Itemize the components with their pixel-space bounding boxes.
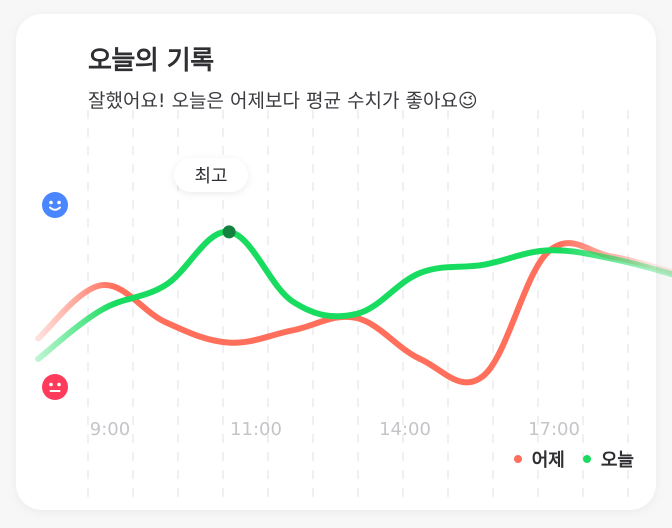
daily-record-card: 오늘의 기록 잘했어요! 오늘은 어제보다 평균 수치가 좋아요😉: [16, 14, 656, 510]
neutral-face-icon: [42, 374, 68, 400]
card-subtitle: 잘했어요! 오늘은 어제보다 평균 수치가 좋아요😉: [88, 90, 478, 112]
peak-point-marker[interactable]: [222, 225, 236, 239]
legend-label-today: 오늘: [600, 450, 634, 471]
chart-legend: 어제 오늘: [513, 446, 634, 472]
series-line-today: [35, 228, 672, 362]
legend-dot-today: [582, 455, 591, 463]
x-tick-label: 11:00: [230, 419, 282, 440]
legend-item-yesterday[interactable]: 어제: [513, 446, 565, 472]
card-title: 오늘의 기록: [88, 46, 214, 76]
x-tick-label: 17:00: [528, 419, 580, 440]
legend-label-yesterday: 어제: [531, 450, 565, 471]
legend-dot-yesterday: [513, 455, 522, 463]
x-tick-label: 9:00: [89, 419, 131, 440]
peak-tooltip-label: 최고: [194, 166, 228, 187]
chart-grid: [87, 110, 629, 505]
chart-markers: [222, 225, 236, 239]
chart-series: [35, 228, 672, 386]
x-tick-label: 14:00: [379, 419, 431, 440]
legend-item-today[interactable]: 오늘: [582, 446, 634, 472]
smile-face-icon: [42, 192, 68, 218]
series-line-yesterday: [35, 240, 672, 386]
peak-tooltip: 최고: [174, 158, 248, 192]
